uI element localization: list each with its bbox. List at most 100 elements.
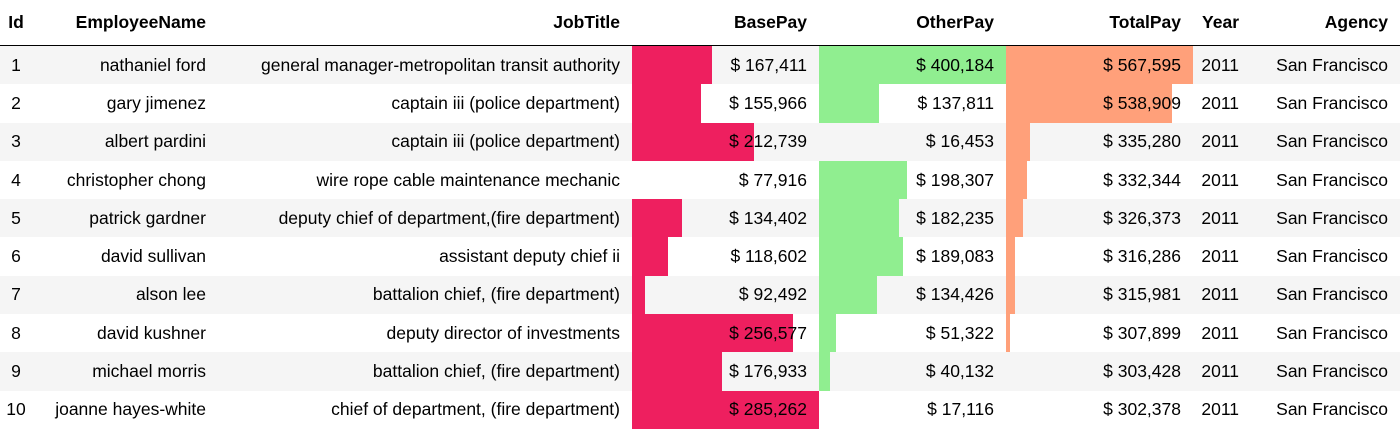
cell-employee-name: albert pardini xyxy=(104,131,206,152)
cell-base-pay-bar xyxy=(632,314,793,353)
cell-total-pay-bar xyxy=(1006,237,1015,276)
cell-job-title: wire rope cable maintenance mechanic xyxy=(316,169,621,190)
cell-total-pay-value: $ 326,373 xyxy=(1103,207,1181,228)
cell-base-pay-value: $ 167,411 xyxy=(730,54,807,75)
cell-agency: San Francisco xyxy=(1276,322,1388,343)
cell-employee-name: christopher chong xyxy=(66,169,206,190)
cell-other-pay: $ 51,322 xyxy=(819,314,1006,353)
cell-year: 2011 xyxy=(1201,92,1239,113)
cell-other-pay-value: $ 16,453 xyxy=(925,131,994,152)
cell-base-pay: $ 77,916 xyxy=(632,161,819,199)
cell-base-pay-bar xyxy=(632,84,701,123)
cell-agency: San Francisco xyxy=(1276,361,1388,382)
column-header-employee-name[interactable]: EmployeeName xyxy=(32,0,218,46)
column-header-agency[interactable]: Agency xyxy=(1251,0,1400,46)
cell-total-pay-bar xyxy=(1006,122,1030,161)
cell-total-pay-value: $ 307,899 xyxy=(1103,322,1181,343)
cell-total-pay-value: $ 303,428 xyxy=(1103,361,1181,382)
cell-base-pay-value: $ 285,262 xyxy=(729,399,807,420)
cell-agency: San Francisco xyxy=(1276,207,1388,228)
cell-other-pay-bar xyxy=(819,314,836,353)
cell-total-pay-value: $ 538,909 xyxy=(1103,92,1181,113)
cell-total-pay: $ 316,286 xyxy=(1006,237,1193,276)
cell-job-title: deputy director of investments xyxy=(386,322,620,343)
cell-total-pay: $ 567,595 xyxy=(1006,46,1193,85)
cell-employee-name: michael morris xyxy=(92,361,206,382)
cell-total-pay: $ 315,981 xyxy=(1006,275,1193,315)
cell-base-pay-value: $ 92,492 xyxy=(738,284,807,305)
cell-other-pay-value: $ 51,322 xyxy=(925,322,994,343)
cell-id: 1 xyxy=(11,54,21,75)
table-header: Id EmployeeName JobTitle BasePay OtherPa… xyxy=(0,0,1400,46)
column-header-base-pay[interactable]: BasePay xyxy=(632,0,819,46)
header-row: Id EmployeeName JobTitle BasePay OtherPa… xyxy=(0,0,1400,46)
cell-agency: San Francisco xyxy=(1276,284,1388,305)
cell-base-pay: $ 118,602 xyxy=(632,237,819,276)
cell-other-pay-value: $ 189,083 xyxy=(916,246,994,267)
cell-total-pay-bar xyxy=(1006,199,1023,238)
cell-year: 2011 xyxy=(1201,246,1239,267)
cell-job-title: chief of department, (fire department) xyxy=(331,399,620,420)
cell-other-pay-bar xyxy=(819,237,903,276)
cell-base-pay: $ 167,411 xyxy=(632,46,819,85)
column-header-year[interactable]: Year xyxy=(1193,0,1251,46)
cell-employee-name: david kushner xyxy=(97,322,206,343)
cell-base-pay-bar xyxy=(632,275,645,315)
cell-base-pay: $ 212,739 xyxy=(632,122,819,161)
cell-job-title: battalion chief, (fire department) xyxy=(372,284,620,305)
salary-table: Id EmployeeName JobTitle BasePay OtherPa… xyxy=(0,0,1400,429)
cell-other-pay: $ 134,426 xyxy=(819,275,1006,315)
cell-other-pay-bar xyxy=(819,46,1006,85)
cell-total-pay: $ 538,909 xyxy=(1006,84,1193,123)
cell-base-pay-value: $ 212,739 xyxy=(729,131,807,152)
column-header-id[interactable]: Id xyxy=(0,0,32,46)
cell-base-pay: $ 285,262 xyxy=(632,390,819,429)
cell-base-pay-value: $ 155,966 xyxy=(729,92,807,113)
cell-agency: San Francisco xyxy=(1276,399,1388,420)
cell-agency: San Francisco xyxy=(1276,131,1388,152)
table-row: 8 david kushner deputy director of investm… xyxy=(0,314,1400,353)
cell-total-pay-bar xyxy=(1006,46,1193,85)
cell-other-pay-value: $ 137,811 xyxy=(917,92,994,113)
cell-total-pay-value: $ 315,981 xyxy=(1103,284,1181,305)
column-header-other-pay[interactable]: OtherPay xyxy=(819,0,1006,46)
cell-total-pay-value: $ 332,344 xyxy=(1103,169,1181,190)
cell-other-pay-value: $ 40,132 xyxy=(925,361,994,382)
cell-job-title: battalion chief, (fire department) xyxy=(372,361,620,382)
cell-year: 2011 xyxy=(1201,284,1239,305)
table-row: 7 alson lee battalion chief, (fire departm… xyxy=(0,275,1400,315)
cell-base-pay-bar xyxy=(632,199,682,238)
cell-id: 4 xyxy=(11,169,21,190)
cell-job-title: deputy chief of department,(fire departm… xyxy=(278,207,620,228)
cell-base-pay-bar xyxy=(632,46,712,85)
cell-year: 2011 xyxy=(1201,54,1239,75)
table-row: 1 nathaniel ford general manager-metropoli… xyxy=(0,45,1400,85)
cell-total-pay: $ 307,899 xyxy=(1006,314,1193,353)
cell-base-pay-bar xyxy=(632,352,722,391)
cell-total-pay: $ 332,344 xyxy=(1006,160,1193,200)
cell-total-pay-bar xyxy=(1006,84,1172,123)
cell-other-pay: $ 189,083 xyxy=(819,237,1006,276)
cell-job-title: captain iii (police department) xyxy=(391,131,620,152)
cell-base-pay: $ 176,933 xyxy=(632,352,819,391)
cell-employee-name: alson lee xyxy=(135,284,206,305)
cell-other-pay: $ 400,184 xyxy=(819,46,1006,85)
cell-base-pay-bar xyxy=(632,237,668,276)
table-row: 9 michael morris battalion chief, (fire de… xyxy=(0,352,1400,391)
cell-other-pay: $ 16,453 xyxy=(819,123,1006,161)
cell-other-pay-value: $ 134,426 xyxy=(916,284,994,305)
cell-other-pay: $ 40,132 xyxy=(819,352,1006,391)
cell-job-title: assistant deputy chief ii xyxy=(439,246,620,267)
column-header-job-title[interactable]: JobTitle xyxy=(218,0,632,46)
cell-other-pay: $ 182,235 xyxy=(819,199,1006,238)
cell-other-pay-bar xyxy=(819,160,907,200)
cell-id: 6 xyxy=(11,246,21,267)
cell-job-title: general manager-metropolitan transit aut… xyxy=(261,54,620,75)
column-header-total-pay[interactable]: TotalPay xyxy=(1006,0,1193,46)
cell-total-pay-bar xyxy=(1006,314,1010,353)
cell-total-pay: $ 303,428 xyxy=(1006,352,1193,390)
cell-total-pay-value: $ 335,280 xyxy=(1103,131,1181,152)
cell-base-pay-value: $ 256,577 xyxy=(729,322,807,343)
cell-other-pay-value: $ 198,307 xyxy=(916,169,994,190)
cell-total-pay: $ 326,373 xyxy=(1006,199,1193,238)
